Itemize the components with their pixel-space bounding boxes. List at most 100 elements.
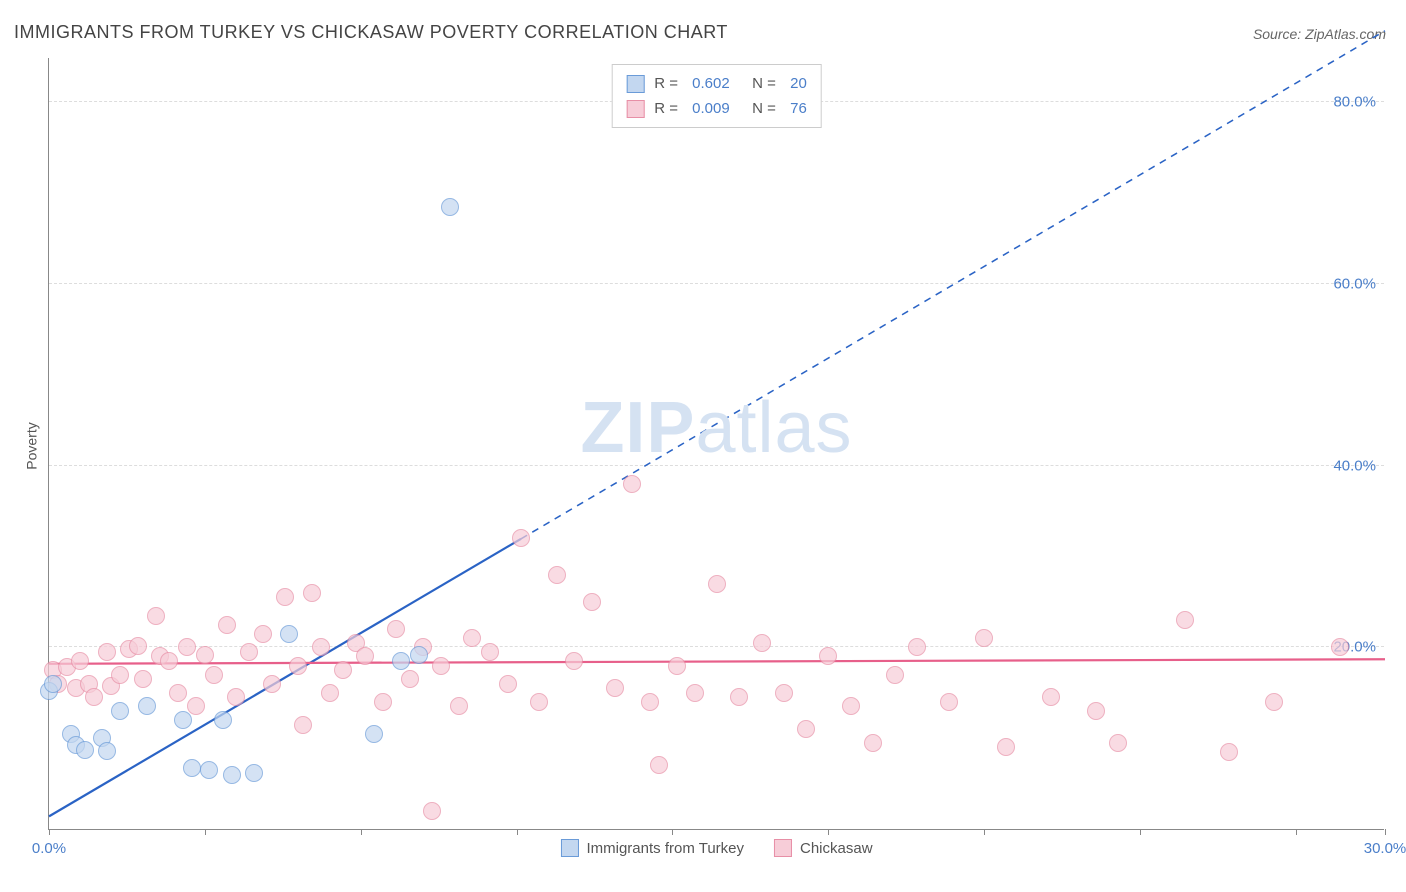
data-point [169,684,187,702]
x-tick-label: 30.0% [1364,840,1406,857]
legend-row: R = 0.602 N = 20 [626,71,807,96]
data-point [111,702,129,720]
data-point [650,756,668,774]
data-point [797,720,815,738]
legend-swatch [560,839,578,857]
data-point [753,634,771,652]
data-point [160,652,178,670]
data-point [223,766,241,784]
data-point [908,638,926,656]
data-point [668,657,686,675]
legend-r-value: 0.602 [692,73,730,94]
legend-series-item: Immigrants from Turkey [560,839,744,857]
data-point [450,697,468,715]
data-point [387,620,405,638]
chart-source: Source: ZipAtlas.com [1253,26,1386,42]
data-point [240,643,258,661]
data-point [374,693,392,711]
data-point [548,566,566,584]
data-point [200,761,218,779]
data-point [303,584,321,602]
data-point [1109,734,1127,752]
legend-series-label: Chickasaw [800,840,873,857]
correlation-legend: R = 0.602 N = 20R = 0.009 N = 76 [611,64,822,128]
legend-r-label: R = [654,98,682,119]
data-point [214,711,232,729]
data-point [71,652,89,670]
legend-n-label: N = [740,98,780,119]
data-point [499,675,517,693]
data-point [997,738,1015,756]
legend-swatch [774,839,792,857]
data-point [392,652,410,670]
data-point [294,716,312,734]
data-point [441,198,459,216]
chart-container: IMMIGRANTS FROM TURKEY VS CHICKASAW POVE… [0,0,1406,892]
trendlines-layer [49,58,1385,830]
data-point [641,693,659,711]
data-point [111,666,129,684]
legend-n-value: 76 [790,98,807,119]
data-point [886,666,904,684]
data-point [1220,743,1238,761]
plot-area: ZIPatlas R = 0.602 N = 20R = 0.009 N = 7… [48,58,1384,830]
data-point [147,607,165,625]
data-point [1087,702,1105,720]
legend-r-value: 0.009 [692,98,730,119]
data-point [401,670,419,688]
data-point [280,625,298,643]
data-point [263,675,281,693]
data-point [196,646,214,664]
data-point [1265,693,1283,711]
data-point [583,593,601,611]
data-point [730,688,748,706]
data-point [312,638,330,656]
data-point [1331,638,1349,656]
data-point [356,647,374,665]
data-point [174,711,192,729]
data-point [205,666,223,684]
data-point [819,647,837,665]
legend-series-label: Immigrants from Turkey [586,840,744,857]
data-point [289,657,307,675]
data-point [98,643,116,661]
data-point [183,759,201,777]
data-point [245,764,263,782]
data-point [975,629,993,647]
data-point [842,697,860,715]
series-legend: Immigrants from Turkey Chickasaw [542,837,890,859]
data-point [1176,611,1194,629]
legend-n-label: N = [740,73,780,94]
legend-n-value: 20 [790,73,807,94]
data-point [708,575,726,593]
data-point [85,688,103,706]
data-point [1042,688,1060,706]
data-point [940,693,958,711]
data-point [334,661,352,679]
legend-swatch [626,75,644,93]
data-point [321,684,339,702]
y-axis-label: Poverty [24,422,40,469]
legend-series-item: Chickasaw [774,839,873,857]
data-point [76,741,94,759]
data-point [463,629,481,647]
data-point [565,652,583,670]
data-point [481,643,499,661]
data-point [44,675,62,693]
x-tick [1385,829,1386,835]
data-point [178,638,196,656]
data-point [187,697,205,715]
data-point [129,637,147,655]
x-tick-label: 0.0% [32,840,66,857]
data-point [365,725,383,743]
data-point [686,684,704,702]
data-point [276,588,294,606]
data-point [218,616,236,634]
data-point [138,697,156,715]
data-point [606,679,624,697]
data-point [227,688,245,706]
data-point [864,734,882,752]
legend-swatch [626,100,644,118]
data-point [410,646,428,664]
data-point [423,802,441,820]
